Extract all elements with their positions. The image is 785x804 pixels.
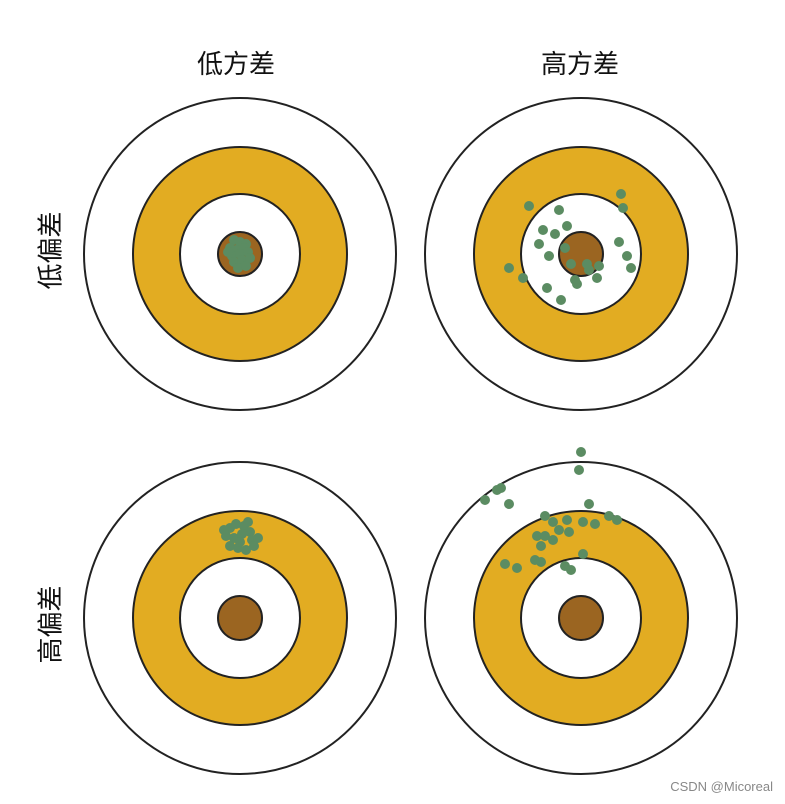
shot-dot: [245, 527, 255, 537]
shot-dot: [584, 499, 594, 509]
shot-dot: [536, 541, 546, 551]
shot-dot: [618, 203, 628, 213]
shot-dot: [504, 263, 514, 273]
shot-dot: [540, 531, 550, 541]
shot-dot: [532, 531, 542, 541]
shot-dot: [578, 517, 588, 527]
shot-dot: [626, 263, 636, 273]
shot-dot: [550, 229, 560, 239]
shot-dot: [245, 253, 255, 263]
target-low-bias-high-variance: [424, 97, 738, 411]
shot-dot: [554, 525, 564, 535]
shot-dot: [566, 259, 576, 269]
shot-dot: [548, 535, 558, 545]
shot-dot: [237, 529, 247, 539]
shot-dot: [243, 517, 253, 527]
shot-dot: [492, 485, 502, 495]
shot-dot: [562, 221, 572, 231]
shot-dot: [614, 237, 624, 247]
shot-dot: [500, 559, 510, 569]
watermark: CSDN @Micoreal: [670, 779, 773, 794]
shot-dot: [504, 499, 514, 509]
shot-dot: [564, 527, 574, 537]
shot-dot: [223, 247, 233, 257]
target-high-bias-high-variance: [424, 447, 738, 775]
shot-dot: [518, 273, 528, 283]
shot-dot: [524, 201, 534, 211]
shot-dot: [616, 189, 626, 199]
shot-dot: [538, 225, 548, 235]
column-header-high-variance: 高方差: [540, 50, 619, 80]
shot-dot: [235, 537, 245, 547]
shot-dot: [480, 495, 490, 505]
target-high-bias-low-variance: [83, 461, 397, 775]
shot-dot: [225, 541, 235, 551]
shot-dot: [560, 561, 570, 571]
shot-dot: [249, 541, 259, 551]
shot-dot: [219, 525, 229, 535]
shot-dot: [241, 261, 251, 271]
shot-dot: [622, 251, 632, 261]
shot-dot: [512, 563, 522, 573]
shot-dot: [253, 533, 263, 543]
shot-dot: [556, 295, 566, 305]
shot-dot: [604, 511, 614, 521]
column-header-low-variance: 低方差: [196, 50, 275, 80]
shot-dot: [548, 517, 558, 527]
shot-dot: [536, 557, 546, 567]
shot-dot: [233, 263, 243, 273]
shot-dot: [582, 259, 592, 269]
shot-dot: [554, 205, 564, 215]
shot-dot: [540, 511, 550, 521]
shot-dot: [534, 239, 544, 249]
shot-dot: [576, 447, 586, 457]
shot-dot: [594, 261, 604, 271]
shot-dot: [612, 515, 622, 525]
shot-dot: [562, 515, 572, 525]
shot-dot: [560, 243, 570, 253]
shot-dot: [574, 465, 584, 475]
target-low-bias-low-variance: [83, 97, 397, 411]
shot-dot: [544, 251, 554, 261]
shot-dot: [241, 545, 251, 555]
bullseye: [217, 595, 263, 641]
bullseye: [558, 595, 604, 641]
shot-dot: [592, 273, 602, 283]
shot-dot: [572, 279, 582, 289]
shot-dot: [231, 519, 241, 529]
shot-dot: [542, 283, 552, 293]
shot-dot: [578, 549, 588, 559]
shot-dot: [590, 519, 600, 529]
